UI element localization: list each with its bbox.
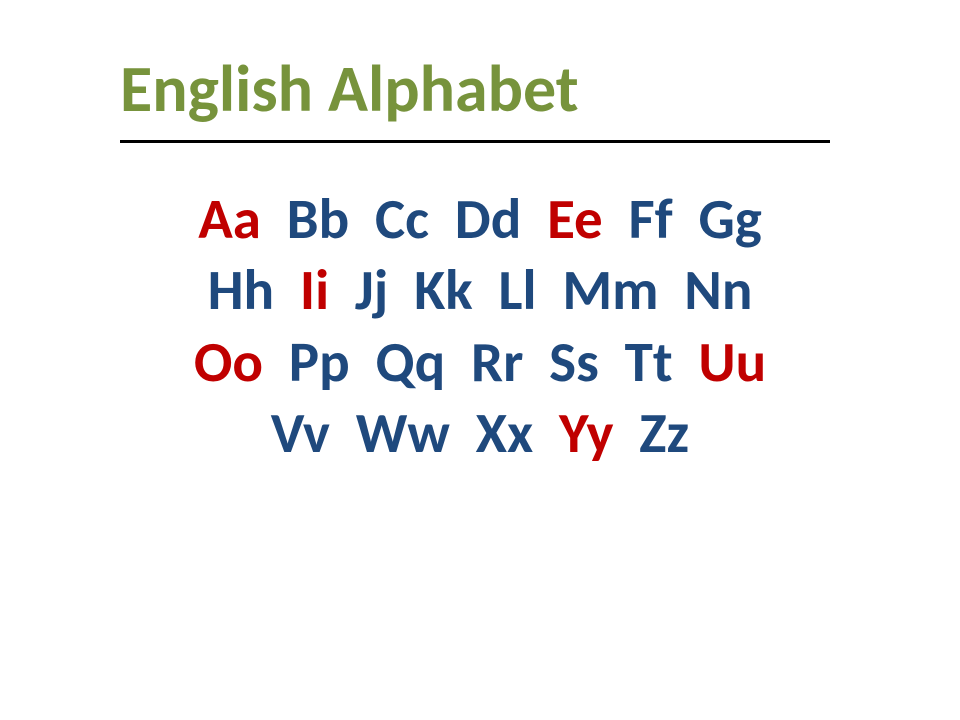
letter-gap xyxy=(445,328,471,397)
alphabet-row: Aa Bb Cc Dd Ee Ff Gg xyxy=(40,184,920,255)
letter-gap xyxy=(537,256,563,325)
alphabet-body: Aa Bb Cc Dd Ee Ff GgHh Ii Jj Kk Ll Mm Nn… xyxy=(40,184,920,469)
page-title: English Alphabet xyxy=(120,48,579,129)
letter-gap xyxy=(450,399,476,468)
letter-gap xyxy=(429,185,455,254)
alphabet-row: Hh Ii Jj Kk Ll Mm Nn xyxy=(40,255,920,326)
letter-gap xyxy=(673,328,699,397)
letter-pair: Hh xyxy=(208,256,275,325)
letter-gap xyxy=(330,399,356,468)
letter-pair: Xx xyxy=(476,399,534,468)
letter-pair: Vv xyxy=(271,399,330,468)
letter-gap xyxy=(388,256,414,325)
letter-pair: Jj xyxy=(355,256,388,325)
letter-gap xyxy=(263,328,289,397)
letter-pair: Yy xyxy=(559,399,614,468)
letter-pair: Uu xyxy=(698,328,766,397)
letter-gap xyxy=(473,256,499,325)
letter-pair: Oo xyxy=(194,328,263,397)
letter-pair: Qq xyxy=(376,328,446,397)
letter-gap xyxy=(614,399,640,468)
letter-pair: Pp xyxy=(289,328,350,397)
letter-pair: Ii xyxy=(300,256,329,325)
letter-gap xyxy=(599,328,625,397)
letter-gap xyxy=(329,256,355,325)
letter-pair: Ww xyxy=(356,399,450,468)
letter-pair: Tt xyxy=(625,328,673,397)
alphabet-row: Oo Pp Qq Rr Ss Tt Uu xyxy=(40,327,920,398)
letter-gap xyxy=(521,185,547,254)
letter-pair: Kk xyxy=(414,256,473,325)
letter-pair: Ee xyxy=(547,185,603,254)
letter-gap xyxy=(603,185,629,254)
letter-pair: Ss xyxy=(549,328,599,397)
letter-gap xyxy=(533,399,559,468)
letter-gap xyxy=(274,256,300,325)
letter-pair: Mm xyxy=(562,256,658,325)
letter-pair: Gg xyxy=(698,185,761,254)
letter-pair: Dd xyxy=(455,185,522,254)
letter-pair: Ff xyxy=(628,185,672,254)
letter-gap xyxy=(523,328,549,397)
letter-pair: Zz xyxy=(639,399,689,468)
letter-pair: Bb xyxy=(287,185,350,254)
letter-gap xyxy=(261,185,287,254)
title-underline xyxy=(120,140,830,143)
alphabet-row: Vv Ww Xx Yy Zz xyxy=(40,398,920,469)
letter-pair: Ll xyxy=(498,256,536,325)
letter-pair: Aa xyxy=(198,185,261,254)
letter-pair: Nn xyxy=(684,256,752,325)
letter-pair: Rr xyxy=(471,328,523,397)
letter-gap xyxy=(349,185,375,254)
letter-pair: Cc xyxy=(375,185,429,254)
slide: English Alphabet Aa Bb Cc Dd Ee Ff GgHh … xyxy=(0,0,960,720)
letter-gap xyxy=(659,256,685,325)
letter-gap xyxy=(350,328,376,397)
letter-gap xyxy=(673,185,699,254)
